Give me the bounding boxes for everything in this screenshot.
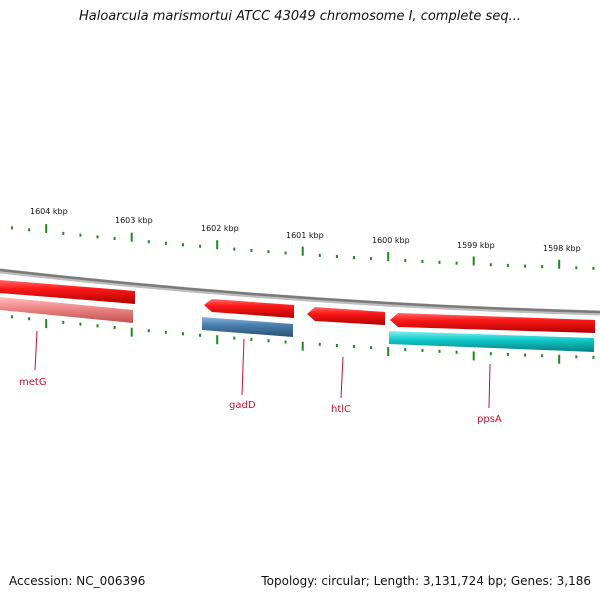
- gene-ppsA[interactable]: ppsA: [389, 313, 595, 425]
- ppsA-cyan-arrow[interactable]: [389, 331, 594, 352]
- gadD-label: gadD: [229, 400, 256, 411]
- backbone: [0, 268, 600, 314]
- metG-label-line: [34, 330, 38, 371]
- gene-htlC[interactable]: htlC: [307, 307, 385, 415]
- gene-gadD[interactable]: gadD: [202, 299, 294, 411]
- kbp-label-1600: 1600 kbp: [372, 236, 410, 245]
- kbp-label-1601: 1601 kbp: [286, 231, 324, 240]
- tick-marks-outer: [11, 224, 595, 270]
- accession-text: Accession: NC_006396: [9, 574, 146, 588]
- gadD-label-line: [241, 338, 245, 396]
- gadD-blue-arrow[interactable]: [202, 317, 293, 337]
- ppsA-label-line: [488, 363, 491, 409]
- metG-forward-arrow[interactable]: [0, 280, 135, 304]
- genome-summary-text: Topology: circular; Length: 3,131,724 bp…: [261, 574, 591, 588]
- ppsA-arrow[interactable]: [390, 313, 595, 333]
- gadD-arrow[interactable]: [204, 299, 294, 318]
- htlC-label-line: [340, 356, 344, 399]
- tick-marks-inner: [11, 315, 595, 364]
- kbp-label-1598: 1598 kbp: [543, 244, 581, 253]
- metG-label: metG: [19, 377, 47, 388]
- map-title: Haloarcula marismortui ATCC 43049 chromo…: [79, 9, 521, 24]
- kbp-label-1603: 1603 kbp: [115, 216, 153, 225]
- htlC-label: htlC: [331, 404, 351, 415]
- gene-metG[interactable]: metG: [0, 280, 135, 388]
- htlC-arrow[interactable]: [307, 307, 385, 325]
- kbp-label-1599: 1599 kbp: [457, 241, 495, 250]
- kbp-label-1602: 1602 kbp: [201, 224, 239, 233]
- metG-pink-arrow[interactable]: [0, 297, 133, 323]
- kbp-label-1604: 1604 kbp: [30, 207, 68, 216]
- ppsA-label: ppsA: [477, 414, 502, 425]
